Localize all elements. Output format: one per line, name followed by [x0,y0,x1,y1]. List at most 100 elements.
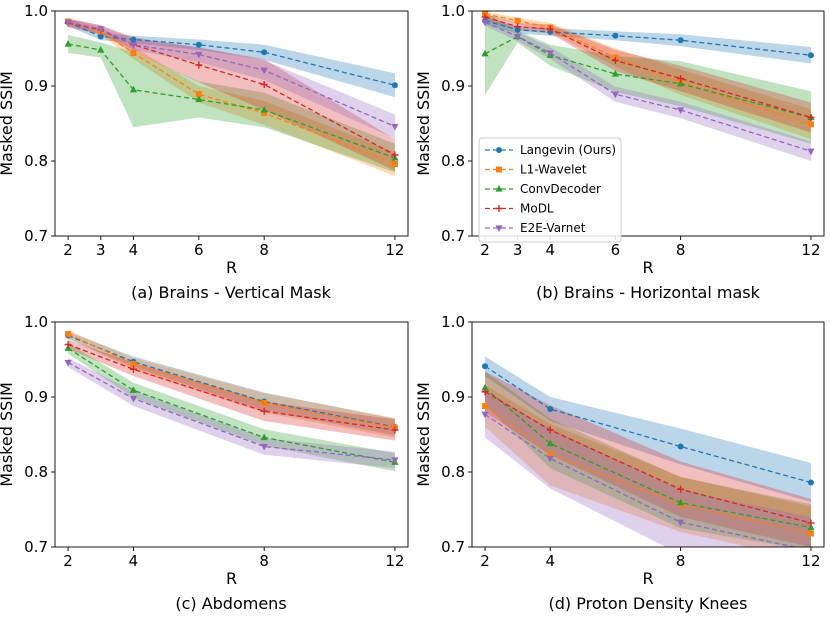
data-point-langevin-ours- [677,37,684,44]
data-point-modl [391,151,399,159]
data-point-e2e-varnet [260,67,268,75]
panel-caption: (b) Brains - Horizontal mask [536,283,760,302]
data-point-e2e-varnet [260,443,268,451]
data-point-e2e-varnet [195,51,203,59]
series-line-convdecoder [67,43,396,159]
plot-area [481,11,815,161]
data-point-l1-wavelet [391,161,398,167]
legend-marker-l1-wavelet [496,166,502,173]
y-tick-label: 1.0 [441,2,465,20]
x-tick-label: 6 [194,241,204,259]
data-point-convdecoder [129,85,138,93]
x-tick-label: 6 [611,241,621,259]
series-line-l1-wavelet [484,13,812,125]
data-point-convdecoder [546,439,554,447]
data-point-e2e-varnet [391,457,399,464]
x-axis-label: R [226,569,237,588]
y-tick-label: 0.7 [24,538,48,556]
data-point-convdecoder [129,386,138,393]
data-point-convdecoder [97,46,105,53]
data-point-e2e-varnet [611,91,620,99]
y-tick-label: 0.9 [441,388,465,406]
legend: Langevin (Ours) L1-Wavelet ConvDecoder MoDL… [478,137,622,243]
data-point-convdecoder [611,70,620,77]
data-point-l1-wavelet [482,403,489,409]
axes-frame [54,10,409,237]
data-point-l1-wavelet [261,400,268,406]
data-point-modl [807,114,815,121]
data-point-modl [129,365,137,373]
chart-panel-3: 0.7 0.8 0.9 1.0 2 4 8 12 R Masked SSIM (c) Abdomen… [0,313,409,613]
x-tick-label: 8 [259,552,269,570]
x-tick-label: 4 [129,552,139,570]
chart-panel-2: 0.7 0.8 0.9 1.0 2 3 4 6 8 12 R Masked SSIM (b) Brain… [414,2,825,302]
band-convdecoder [68,343,395,472]
data-point-modl [391,426,399,434]
data-point-e2e-varnet [807,148,815,156]
band-langevin-ours- [68,18,395,98]
panel-caption: (c) Abdomens [175,594,286,613]
data-point-langevin-ours- [482,363,489,370]
y-tick-label: 1.0 [24,2,48,20]
data-point-e2e-varnet [546,50,554,57]
data-point-l1-wavelet [195,91,202,98]
data-point-modl [481,388,489,396]
data-point-e2e-varnet [64,359,72,367]
data-point-convdecoder [676,79,685,87]
band-modl [485,371,811,547]
series-line-e2e-varnet [67,361,395,461]
y-axis-label: Masked SSIM [414,71,433,176]
series-line-modl [67,22,396,156]
data-point-convdecoder [481,49,489,57]
data-point-e2e-varnet [481,411,489,419]
x-tick-label: 12 [801,241,820,259]
y-tick-label: 0.7 [441,227,465,245]
series-line-e2e-varnet [484,413,797,547]
data-point-convdecoder [195,95,203,103]
series-line-l1-wavelet [484,405,812,535]
data-point-modl [260,407,268,415]
legend-label-langevin-ours-: Langevin (Ours) [520,143,616,157]
panel-caption: (a) Brains - Vertical Mask [131,283,332,302]
x-tick-label: 8 [676,241,686,259]
x-axis-label: R [642,569,653,588]
data-point-l1-wavelet [514,17,521,24]
data-point-modl [64,341,72,348]
plot-area [64,18,399,176]
data-point-langevin-ours- [195,41,202,48]
data-point-convdecoder [807,523,815,531]
y-tick-label: 1.0 [441,313,465,331]
plot-area [64,330,399,472]
data-point-convdecoder [64,40,72,47]
data-point-modl [260,81,268,88]
data-point-langevin-ours- [677,443,684,450]
data-point-e2e-varnet [514,33,522,41]
data-point-modl [481,13,489,21]
plot-area [481,356,815,547]
x-tick-label: 12 [385,552,404,570]
band-e2e-varnet [68,18,395,139]
data-point-langevin-ours- [130,36,137,43]
data-point-convdecoder [676,498,685,506]
x-tick-label: 2 [63,241,73,259]
data-point-l1-wavelet [807,530,814,537]
x-tick-label: 2 [480,552,490,570]
series-line-modl [484,391,812,524]
series-line-langevin-ours- [484,365,812,484]
x-tick-label: 2 [480,241,490,259]
data-point-e2e-varnet [546,455,554,463]
legend-label-modl: MoDL [520,202,554,216]
band-langevin-ours- [68,331,395,436]
data-point-modl [677,485,685,493]
data-point-e2e-varnet [676,107,685,114]
y-tick-label: 0.8 [24,152,48,170]
series-line-e2e-varnet [67,21,396,128]
data-point-langevin-ours- [612,32,619,39]
data-point-convdecoder [481,384,489,391]
x-tick-label: 3 [96,241,106,259]
data-point-e2e-varnet [129,42,138,49]
data-point-convdecoder [260,433,268,441]
x-tick-label: 12 [385,241,404,259]
data-point-langevin-ours- [391,82,398,89]
